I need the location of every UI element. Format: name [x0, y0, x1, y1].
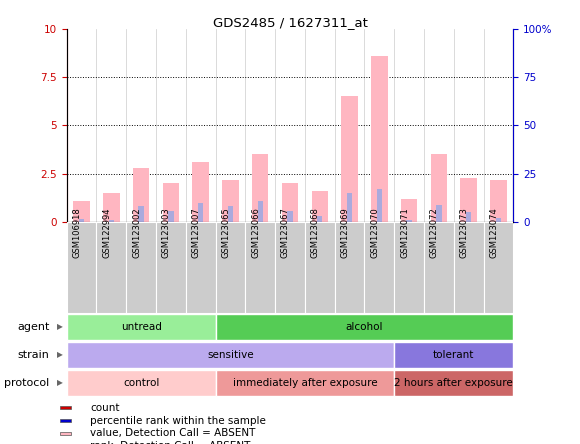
Text: GSM122994: GSM122994 — [102, 208, 111, 258]
Bar — [454, 222, 484, 313]
Bar — [431, 155, 447, 222]
Bar — [216, 370, 394, 396]
Bar — [193, 162, 209, 222]
Text: ▶: ▶ — [57, 350, 63, 360]
Text: GSM123066: GSM123066 — [251, 207, 260, 258]
Bar — [484, 222, 513, 313]
Bar — [436, 205, 441, 222]
Bar — [245, 222, 275, 313]
Bar — [394, 342, 513, 368]
Bar — [60, 419, 71, 422]
Bar — [96, 222, 126, 313]
Text: GSM123002: GSM123002 — [132, 208, 141, 258]
Bar — [139, 206, 144, 222]
Bar — [60, 432, 71, 435]
Bar — [168, 211, 173, 222]
Bar — [216, 222, 245, 313]
Bar — [401, 199, 417, 222]
Text: GSM123074: GSM123074 — [490, 207, 498, 258]
Bar — [347, 193, 352, 222]
Text: tolerant: tolerant — [433, 350, 474, 360]
Bar — [79, 219, 84, 222]
Bar — [364, 222, 394, 313]
Bar — [466, 212, 472, 222]
Bar — [287, 211, 293, 222]
Bar — [126, 222, 156, 313]
Text: ▶: ▶ — [57, 322, 63, 332]
Bar — [67, 370, 216, 396]
Bar — [275, 222, 305, 313]
Text: rank, Detection Call = ABSENT: rank, Detection Call = ABSENT — [90, 441, 251, 444]
Text: agent: agent — [17, 322, 49, 332]
Bar — [216, 314, 513, 340]
Text: GSM106918: GSM106918 — [72, 207, 82, 258]
Bar — [228, 206, 233, 222]
Text: GSM123068: GSM123068 — [311, 207, 320, 258]
Text: GSM123067: GSM123067 — [281, 207, 290, 258]
Bar — [67, 342, 394, 368]
Text: control: control — [123, 378, 160, 388]
Text: GSM123073: GSM123073 — [459, 207, 469, 258]
Bar — [305, 222, 335, 313]
Text: value, Detection Call = ABSENT: value, Detection Call = ABSENT — [90, 428, 255, 438]
Bar — [60, 406, 71, 409]
Bar — [407, 220, 412, 222]
Text: GSM123069: GSM123069 — [340, 207, 350, 258]
Text: GSM123007: GSM123007 — [191, 207, 201, 258]
Bar — [376, 189, 382, 222]
Bar — [103, 193, 119, 222]
Bar — [67, 314, 216, 340]
Text: GSM123071: GSM123071 — [400, 207, 409, 258]
Bar — [186, 222, 216, 313]
Bar — [222, 179, 238, 222]
Bar — [311, 191, 328, 222]
Text: GSM123070: GSM123070 — [370, 207, 379, 258]
Text: strain: strain — [17, 350, 49, 360]
Bar — [108, 220, 114, 222]
Text: percentile rank within the sample: percentile rank within the sample — [90, 416, 266, 425]
Bar — [342, 96, 358, 222]
Text: immediately after exposure: immediately after exposure — [233, 378, 377, 388]
Bar — [252, 155, 269, 222]
Bar — [156, 222, 186, 313]
Text: protocol: protocol — [4, 378, 49, 388]
Text: alcohol: alcohol — [346, 322, 383, 332]
Text: GDS2485 / 1627311_at: GDS2485 / 1627311_at — [212, 16, 368, 28]
Bar — [67, 222, 96, 313]
Bar — [335, 222, 364, 313]
Bar — [496, 218, 501, 222]
Bar — [461, 178, 477, 222]
Bar — [490, 179, 506, 222]
Bar — [424, 222, 454, 313]
Text: ▶: ▶ — [57, 378, 63, 388]
Text: count: count — [90, 403, 119, 413]
Text: GSM123003: GSM123003 — [162, 207, 171, 258]
Text: untread: untread — [121, 322, 162, 332]
Bar — [394, 222, 424, 313]
Text: GSM123065: GSM123065 — [222, 207, 230, 258]
Bar — [282, 183, 298, 222]
Bar — [394, 370, 513, 396]
Bar — [163, 183, 179, 222]
Bar — [317, 216, 322, 222]
Text: GSM123072: GSM123072 — [430, 207, 439, 258]
Bar — [74, 201, 90, 222]
Text: sensitive: sensitive — [207, 350, 254, 360]
Bar — [371, 56, 387, 222]
Bar — [258, 201, 263, 222]
Bar — [133, 168, 149, 222]
Text: 2 hours after exposure: 2 hours after exposure — [394, 378, 513, 388]
Bar — [198, 202, 204, 222]
